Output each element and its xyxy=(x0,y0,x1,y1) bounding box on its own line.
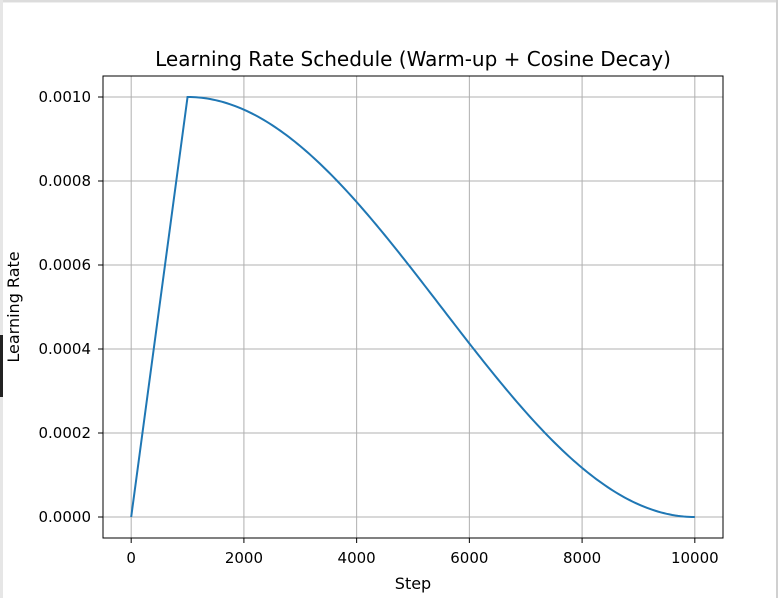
y-axis-ticks: 0.0000 0.0002 0.0004 0.0006 0.0008 0.0010 xyxy=(39,88,103,526)
window-right-border xyxy=(776,0,778,598)
x-tick-label: 2000 xyxy=(225,549,263,567)
y-tick-label: 0.0006 xyxy=(39,256,92,274)
y-tick-label: 0.0010 xyxy=(39,88,92,106)
x-tick-label: 4000 xyxy=(338,549,376,567)
window-top-border xyxy=(0,0,778,2)
y-tick-label: 0.0008 xyxy=(39,172,92,190)
y-axis-label: Learning Rate xyxy=(4,251,23,362)
window-left-border xyxy=(0,0,3,598)
x-tick-label: 8000 xyxy=(563,549,601,567)
series-line xyxy=(130,95,695,518)
window-top-border-inner xyxy=(0,2,778,3)
background-window-edge xyxy=(0,335,3,397)
y-tick-label: 0.0000 xyxy=(39,508,92,526)
y-tick-label: 0.0004 xyxy=(39,340,92,358)
x-tick-label: 10000 xyxy=(671,549,719,567)
chart-title: Learning Rate Schedule (Warm-up + Cosine… xyxy=(155,47,671,71)
x-axis-label: Step xyxy=(395,574,431,593)
y-tick-label: 0.0002 xyxy=(39,424,92,442)
x-tick-label: 6000 xyxy=(450,549,488,567)
x-tick-label: 0 xyxy=(126,549,136,567)
x-axis-ticks: 0 2000 4000 6000 8000 10000 xyxy=(126,538,719,567)
plot-frame xyxy=(102,75,724,539)
grid xyxy=(103,76,723,538)
